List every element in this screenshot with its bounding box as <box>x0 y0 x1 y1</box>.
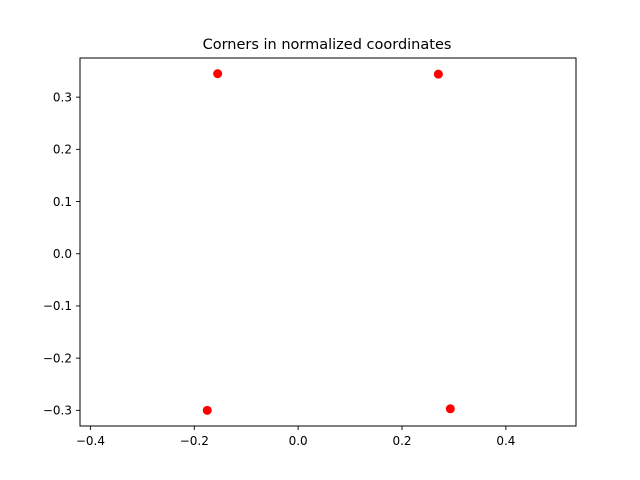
y-tick-label: 0.3 <box>53 90 72 104</box>
data-points <box>202 69 455 415</box>
x-axis-ticks: −0.4 −0.2 0.0 0.2 0.4 <box>76 426 515 448</box>
x-tick-label: 0.2 <box>392 434 411 448</box>
y-tick-label: −0.2 <box>43 351 72 365</box>
y-tick-label: 0.1 <box>53 195 72 209</box>
y-tick-label: 0.2 <box>53 143 72 157</box>
y-axis-ticks: −0.3 −0.2 −0.1 0.0 0.1 0.2 0.3 <box>43 90 80 418</box>
data-point <box>445 404 455 414</box>
plot-area-frame <box>79 57 577 427</box>
x-tick-label: −0.4 <box>76 434 105 448</box>
data-point <box>213 69 223 79</box>
y-tick-label: −0.3 <box>43 404 72 418</box>
chart-title: Corners in normalized coordinates <box>203 37 452 53</box>
data-point <box>202 405 212 415</box>
x-tick-label: −0.2 <box>180 434 209 448</box>
data-point <box>433 69 443 79</box>
x-tick-label: 0.0 <box>289 434 308 448</box>
x-tick-label: 0.4 <box>496 434 515 448</box>
y-tick-label: −0.1 <box>43 299 72 313</box>
y-tick-label: 0.0 <box>53 247 72 261</box>
